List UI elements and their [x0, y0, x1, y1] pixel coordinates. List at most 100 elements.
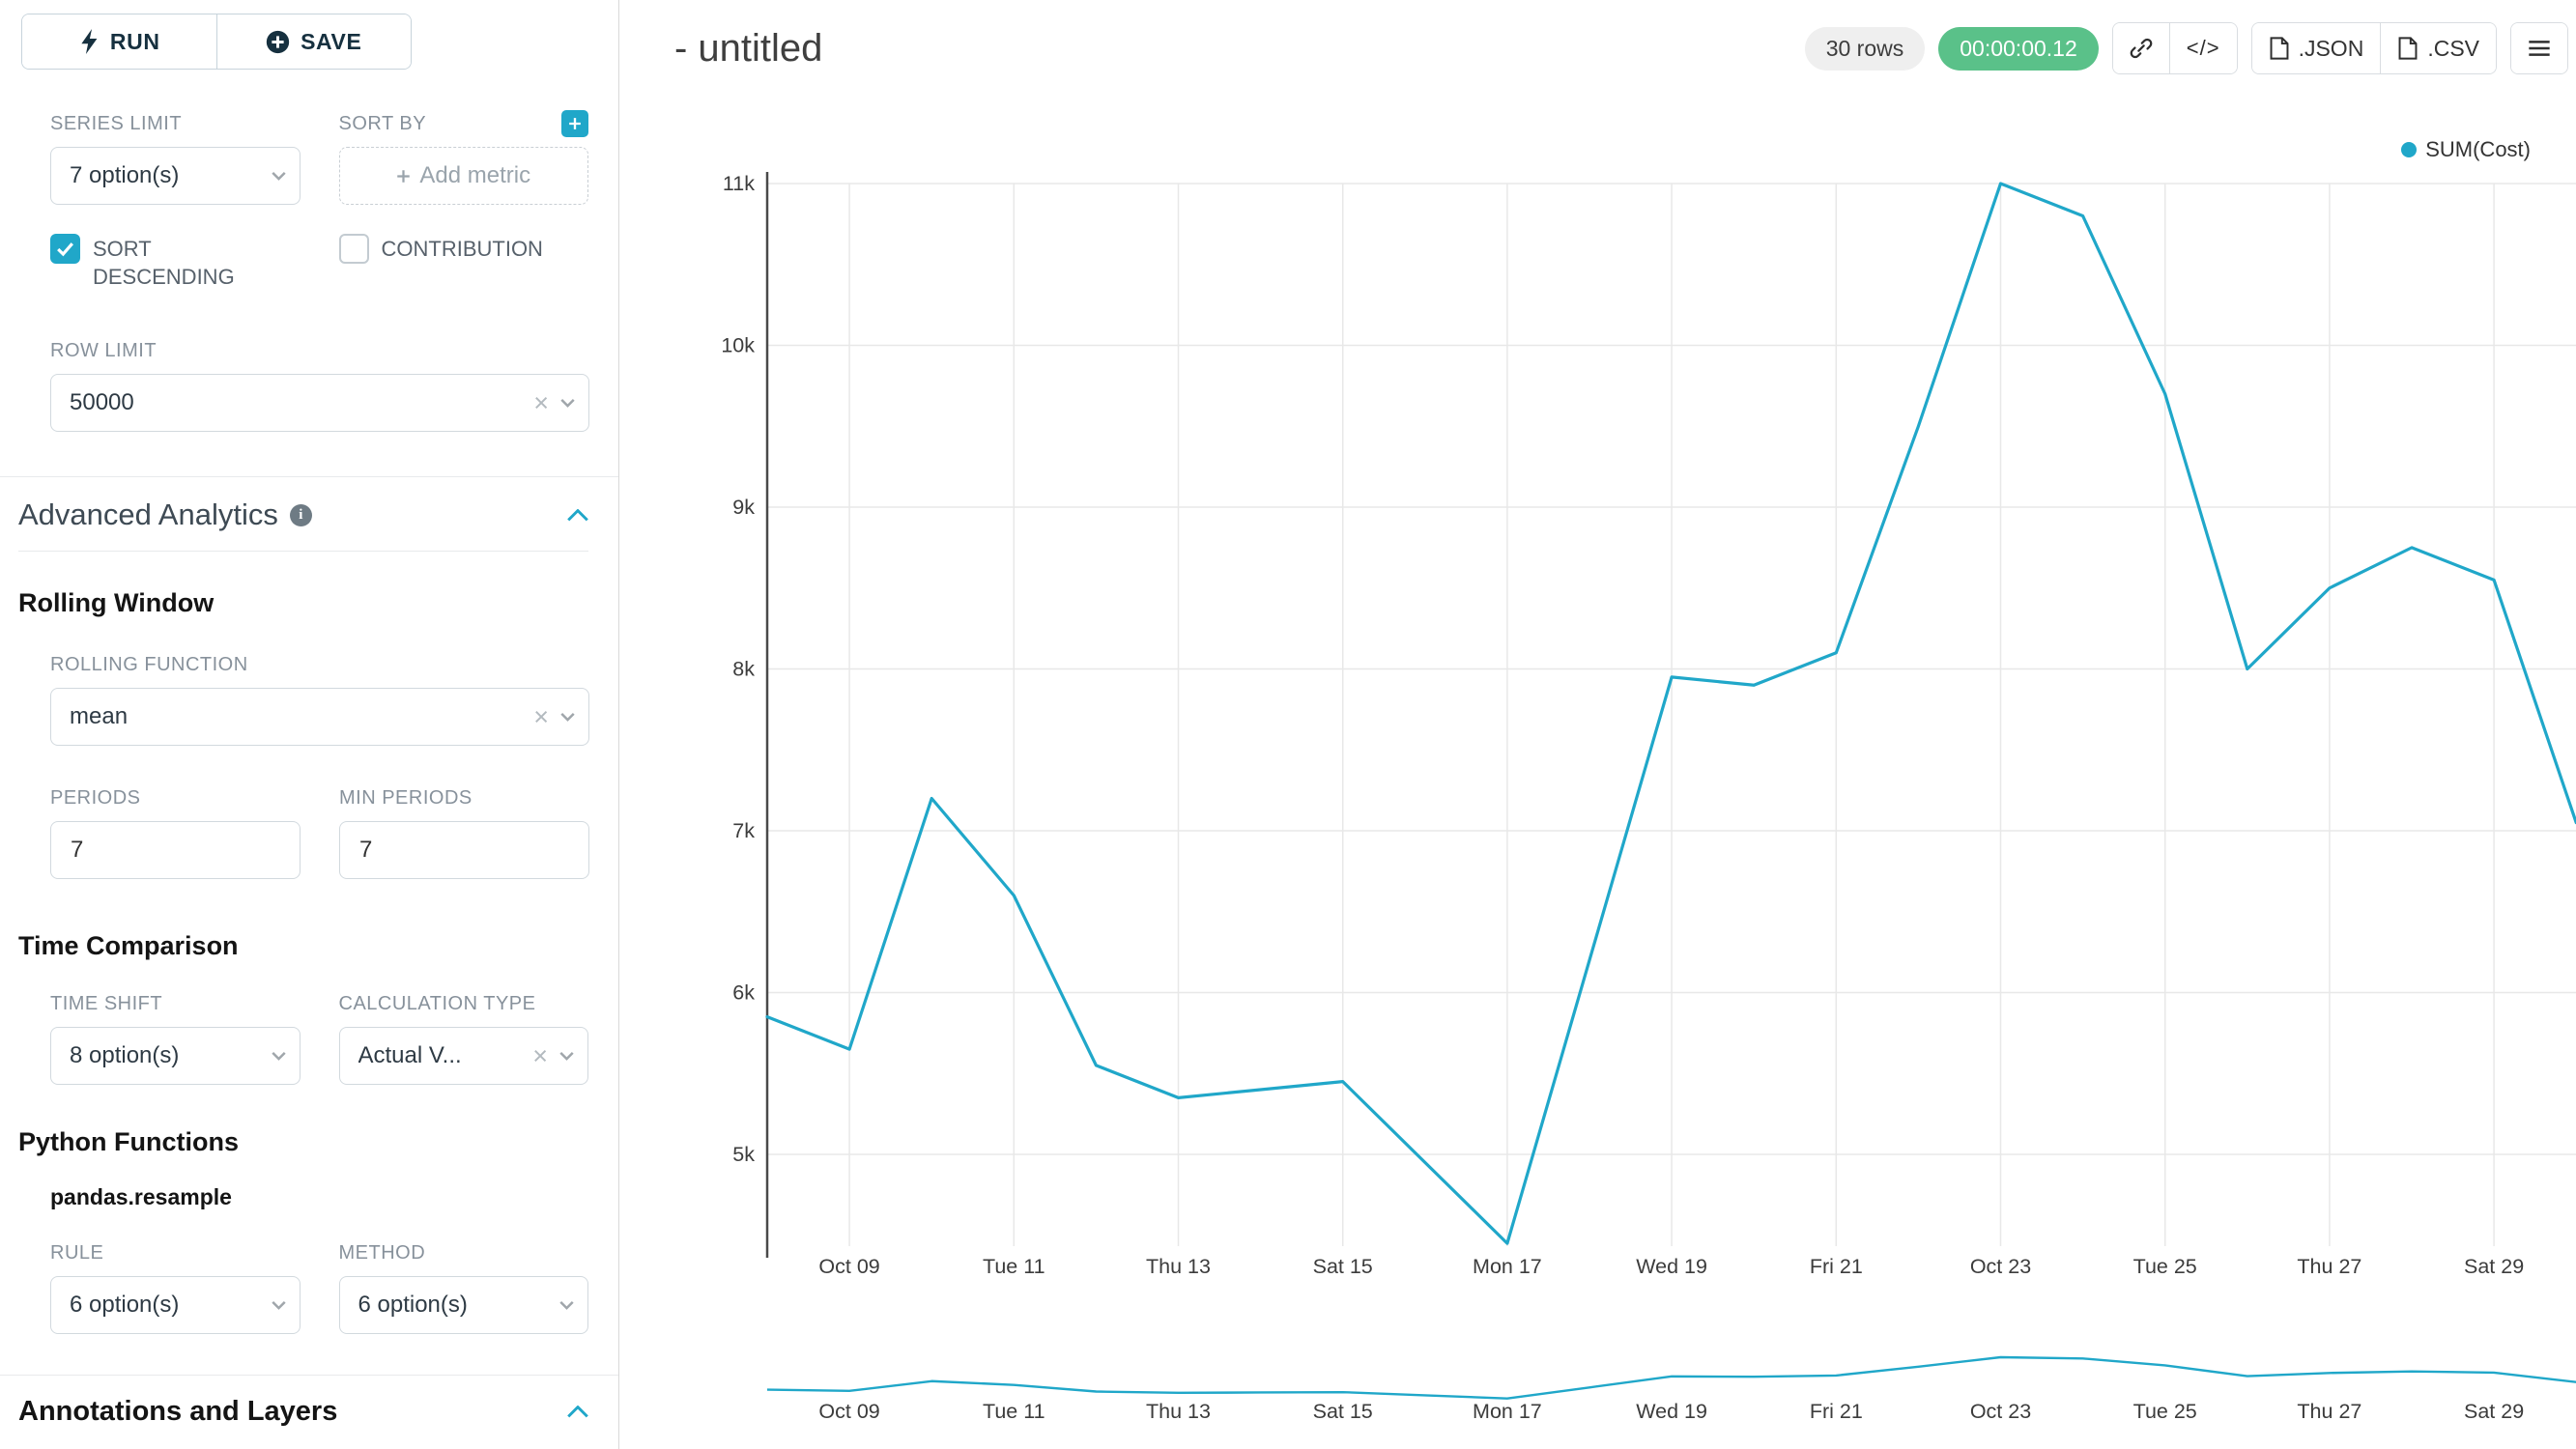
svg-text:Thu 27: Thu 27 [2297, 1400, 2361, 1423]
chevron-down-icon [271, 171, 286, 181]
menu-group [2510, 22, 2568, 74]
periods-input[interactable] [50, 821, 301, 880]
svg-text:7k: 7k [732, 819, 755, 842]
time-comparison-row: TIME SHIFT 8 option(s) CALCULATION TYPE … [50, 990, 588, 1086]
svg-text:10k: 10k [721, 334, 755, 357]
sort-descending-checkbox[interactable] [50, 234, 80, 264]
control-panel: RUN SAVE SERIES LIMIT 7 option(s) [0, 0, 619, 1449]
svg-text:Wed 19: Wed 19 [1636, 1255, 1707, 1278]
time-comparison-title: Time Comparison [18, 931, 239, 961]
add-metric-placeholder: Add metric [419, 162, 531, 188]
pandas-resample-label: pandas.resample [50, 1184, 232, 1210]
legend[interactable]: SUM(Cost) [2401, 137, 2531, 162]
advanced-analytics-header[interactable]: Advanced Analytics i [18, 477, 588, 553]
chart-area: - untitled 30 rows 00:00:00.12 </> [619, 0, 2576, 1449]
legend-dot [2401, 142, 2418, 157]
embed-code-button[interactable]: </> [2168, 23, 2237, 73]
method-value: 6 option(s) [358, 1292, 468, 1319]
svg-text:Tue 11: Tue 11 [983, 1255, 1045, 1278]
svg-text:6k: 6k [732, 981, 755, 1005]
contribution-label: CONTRIBUTION [381, 237, 543, 261]
save-button[interactable]: SAVE [215, 14, 411, 69]
svg-text:Mon 17: Mon 17 [1473, 1255, 1542, 1278]
row-limit-group: ROW LIMIT 50000 [50, 337, 589, 433]
svg-text:Oct 09: Oct 09 [818, 1255, 879, 1278]
row-limit-select[interactable]: 50000 [50, 374, 589, 433]
chart-header: - untitled 30 rows 00:00:00.12 </> [619, 0, 2576, 97]
svg-text:Sat 29: Sat 29 [2464, 1255, 2524, 1278]
download-json-button[interactable]: .JSON [2251, 23, 2381, 73]
link-icon [2130, 38, 2153, 59]
legend-label: SUM(Cost) [2425, 137, 2531, 161]
svg-text:Tue 25: Tue 25 [2133, 1255, 2197, 1278]
svg-text:Thu 13: Thu 13 [1146, 1400, 1211, 1423]
menu-button[interactable] [2511, 23, 2567, 73]
series-limit-select[interactable]: 7 option(s) [50, 147, 301, 205]
download-csv-button[interactable]: .CSV [2380, 23, 2496, 73]
advanced-analytics-title: Advanced Analytics [18, 497, 278, 532]
svg-text:9k: 9k [732, 496, 755, 519]
rule-select[interactable]: 6 option(s) [50, 1276, 301, 1335]
rule-value: 6 option(s) [70, 1292, 180, 1319]
chevron-down-icon [559, 1301, 574, 1311]
calculation-type-label: CALCULATION TYPE [338, 992, 536, 1014]
chevron-up-icon[interactable] [567, 508, 588, 522]
chart-svg[interactable]: 11k 10k 9k 8k 7k 6k 5k Oct 09 Tue 11 Thu 13 Sat 15… [619, 97, 2576, 1449]
rolling-function-group: ROLLING FUNCTION mean [50, 651, 589, 747]
svg-text:Mon 17: Mon 17 [1473, 1400, 1542, 1423]
rule-method-row: RULE 6 option(s) METHOD 6 option(s) [50, 1239, 588, 1335]
svg-text:Sat 15: Sat 15 [1313, 1400, 1373, 1423]
contribution-checkbox[interactable] [338, 234, 369, 264]
svg-text:Wed 19: Wed 19 [1636, 1400, 1707, 1423]
share-group: </> [2111, 22, 2238, 74]
svg-text:Tue 25: Tue 25 [2133, 1400, 2197, 1423]
chevron-down-icon [271, 1301, 286, 1311]
chevron-down-icon [559, 1052, 574, 1062]
code-icon: </> [2186, 36, 2220, 60]
query-timer-badge: 00:00:00.12 [1938, 26, 2099, 71]
svg-text:5k: 5k [732, 1143, 755, 1166]
row-limit-value: 50000 [70, 389, 134, 416]
export-group: .JSON .CSV [2250, 22, 2497, 74]
lightning-icon [81, 29, 98, 54]
rolling-function-select[interactable]: mean [50, 688, 589, 747]
file-csv-icon [2398, 37, 2418, 60]
chart-title: - untitled [674, 26, 823, 70]
json-button-label: .JSON [2298, 35, 2364, 61]
python-functions-title: Python Functions [18, 1127, 239, 1157]
annotations-header[interactable]: Annotations and Layers [18, 1376, 588, 1446]
copy-link-button[interactable] [2112, 23, 2169, 73]
svg-text:11k: 11k [723, 172, 755, 195]
calculation-type-value: Actual V... [358, 1042, 462, 1069]
clear-icon[interactable] [533, 390, 549, 416]
check-icon [57, 242, 73, 256]
time-shift-select[interactable]: 8 option(s) [50, 1027, 301, 1086]
divider [0, 1375, 618, 1377]
svg-text:Sat 29: Sat 29 [2464, 1400, 2524, 1423]
min-periods-input[interactable] [339, 821, 589, 880]
svg-text:Oct 23: Oct 23 [1970, 1400, 2031, 1423]
run-button[interactable]: RUN [22, 14, 216, 69]
sort-descending-label: SORT DESCENDING [93, 237, 235, 289]
file-json-icon [2270, 37, 2289, 60]
annotations-title: Annotations and Layers [18, 1396, 338, 1428]
chevron-down-icon [271, 1052, 286, 1062]
rule-label: RULE [50, 1241, 104, 1264]
periods-label: PERIODS [50, 786, 141, 809]
add-sort-button[interactable] [561, 110, 588, 137]
clear-icon[interactable] [532, 1043, 548, 1069]
chevron-up-icon[interactable] [567, 1406, 588, 1418]
method-select[interactable]: 6 option(s) [338, 1276, 588, 1335]
svg-text:Thu 13: Thu 13 [1146, 1255, 1211, 1278]
chevron-down-icon [560, 713, 575, 723]
svg-text:Fri 21: Fri 21 [1810, 1400, 1863, 1423]
hamburger-icon [2529, 41, 2550, 56]
calculation-type-select[interactable]: Actual V... [338, 1027, 588, 1086]
svg-text:Oct 09: Oct 09 [818, 1400, 879, 1423]
sort-by-add-metric[interactable]: Add metric [338, 147, 588, 205]
run-save-group: RUN SAVE [21, 14, 412, 70]
svg-text:8k: 8k [732, 658, 755, 681]
plus-circle-icon [266, 30, 290, 53]
clear-icon[interactable] [533, 704, 549, 730]
plus-icon [569, 118, 581, 129]
